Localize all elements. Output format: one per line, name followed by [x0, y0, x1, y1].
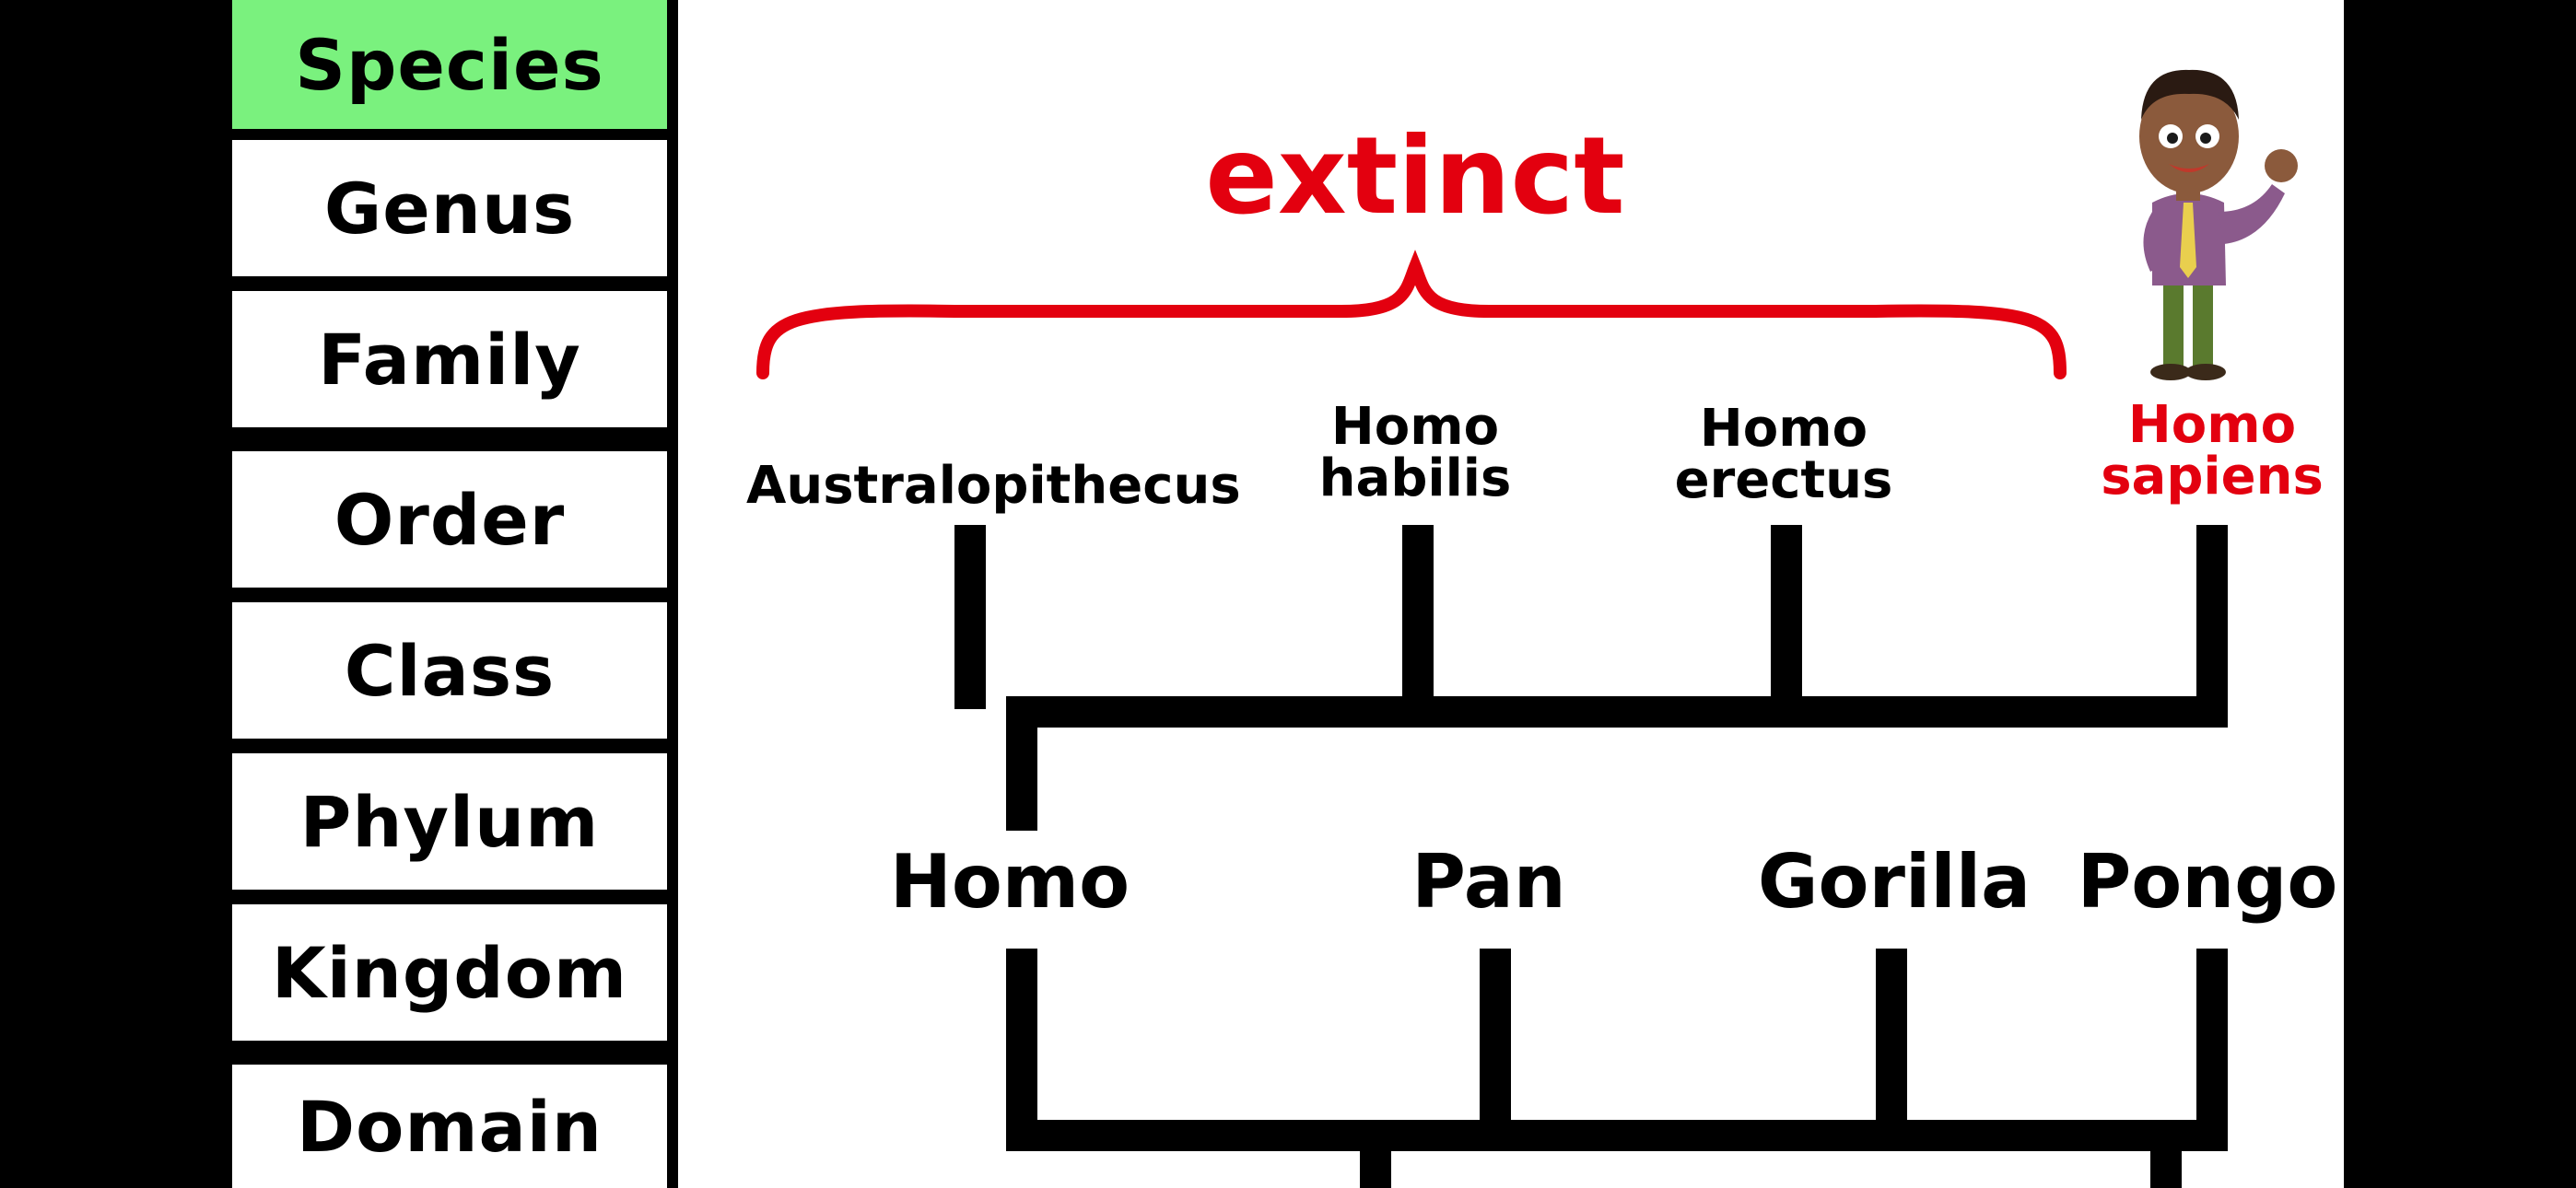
rank-class: Class	[232, 602, 667, 739]
species-label-line2: erectus	[1674, 450, 1893, 510]
family-stem-left	[1360, 1120, 1391, 1188]
extinct-label: extinct	[1205, 114, 1625, 239]
rank-label: Genus	[323, 167, 576, 250]
rank-kingdom: Kingdom	[232, 904, 667, 1041]
branch-homo-habilis	[1402, 525, 1434, 709]
branch-pongo	[2196, 949, 2228, 1151]
rank-domain: Domain	[232, 1065, 667, 1188]
species-label-line2: habilis	[1318, 448, 1512, 508]
genus-label-pongo: Pongo	[2077, 839, 2338, 925]
branch-homo	[1006, 949, 1037, 1151]
slide: Species Genus Family Order Class Phylum …	[228, 0, 2344, 1188]
branch-australopithecus	[954, 525, 986, 709]
phylogenetic-diagram: extinct Australopithecus Homo habilis Ho…	[678, 0, 2344, 1188]
rank-label: Order	[334, 478, 566, 561]
rank-phylum: Phylum	[232, 753, 667, 890]
rank-label: Species	[295, 23, 604, 106]
species-label-line1: Homo	[2127, 395, 2297, 455]
species-label-line1: Australopithecus	[746, 456, 1241, 516]
rank-genus: Genus	[232, 140, 667, 276]
waving-cartoon-man-icon	[2139, 69, 2298, 380]
rank-label: Class	[344, 629, 556, 712]
species-connector	[1006, 696, 2228, 728]
genus-label-pan: Pan	[1411, 839, 1566, 925]
branch-homo-sapiens	[2196, 525, 2228, 728]
species-label-homo-sapiens: Homo sapiens	[2060, 400, 2364, 503]
species-label-homo-habilis: Homo habilis	[1268, 402, 1563, 505]
rank-order: Order	[232, 451, 667, 588]
species-label-line1: Homo	[1699, 399, 1868, 459]
rank-species: Species	[232, 0, 667, 129]
family-stem-right	[2150, 1120, 2182, 1188]
species-label-australopithecus: Australopithecus	[746, 456, 1241, 516]
genus-label-homo: Homo	[889, 839, 1130, 925]
branch-homo-erectus	[1771, 525, 1802, 709]
rank-label: Kingdom	[271, 931, 628, 1014]
species-label-homo-erectus: Homo erectus	[1636, 403, 1931, 507]
branch-pan	[1480, 949, 1511, 1151]
extinct-brace	[756, 250, 2067, 379]
taxonomy-rank-list: Species Genus Family Order Class Phylum …	[228, 0, 678, 1188]
genus-label-gorilla: Gorilla	[1757, 839, 2032, 925]
species-label-line2: sapiens	[2101, 447, 2324, 507]
tree-lines	[756, 250, 2228, 1188]
genus-connector	[1006, 1120, 2228, 1151]
rank-label: Phylum	[299, 780, 600, 863]
rank-label: Family	[318, 318, 581, 401]
species-label-line1: Homo	[1330, 397, 1500, 457]
rank-family: Family	[232, 291, 667, 427]
branch-gorilla	[1876, 949, 1907, 1151]
rank-label: Domain	[297, 1085, 603, 1168]
homo-stem	[1006, 696, 1037, 831]
